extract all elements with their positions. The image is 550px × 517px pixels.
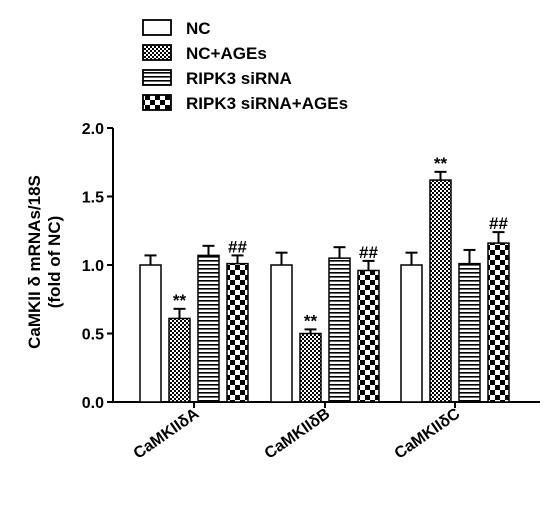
x-tick-label: CaMKIIδA [131,405,203,462]
legend-label: NC [186,19,211,38]
bars: ** ## ** ## ** ## [139,154,510,403]
y-axis-label-sub: (fold of NC) [45,216,64,309]
y-tick-label: 0.0 [82,395,104,412]
bar [400,264,423,403]
bar [139,264,162,403]
legend-swatch [142,44,172,61]
y-tick-label: 0.5 [82,327,104,344]
bar [299,332,322,403]
x-tick-label: CaMKIIδC [392,405,464,462]
significance-label: ## [359,243,378,262]
legend-swatch [142,19,172,36]
y-axis-label-line1: CaMKII δ mRNAs/18S [25,175,44,349]
significance-label: ** [434,154,448,173]
bar [270,264,293,403]
bar [458,262,481,403]
legend: NC NC+AGEs RIPK3 siRNA RIPK3 siRNA+AGEs [142,19,348,113]
legend-label: RIPK3 siRNA [186,69,292,88]
x-tick-label: CaMKIIδB [262,405,334,462]
y-tick-label: 1.5 [82,190,104,207]
bar [226,262,249,403]
legend-label: RIPK3 siRNA+AGEs [186,94,348,113]
bar [197,254,220,403]
bar [429,179,452,403]
significance-label: ** [304,311,318,330]
y-tick-label: 1.0 [82,258,104,275]
legend-label: NC+AGEs [186,44,267,63]
y-tick-label: 2.0 [82,121,104,138]
bar [168,317,191,403]
y-axis-label: CaMKII δ mRNAs/18S [25,175,44,349]
significance-label: ** [173,291,187,310]
significance-label: ## [228,237,247,256]
bar [357,269,380,403]
significance-label: ## [489,214,508,233]
bar [328,257,351,403]
bar [487,242,510,403]
legend-swatch [142,69,172,86]
legend-swatch [142,94,172,111]
y-axis-label-line2: (fold of NC) [45,216,64,309]
